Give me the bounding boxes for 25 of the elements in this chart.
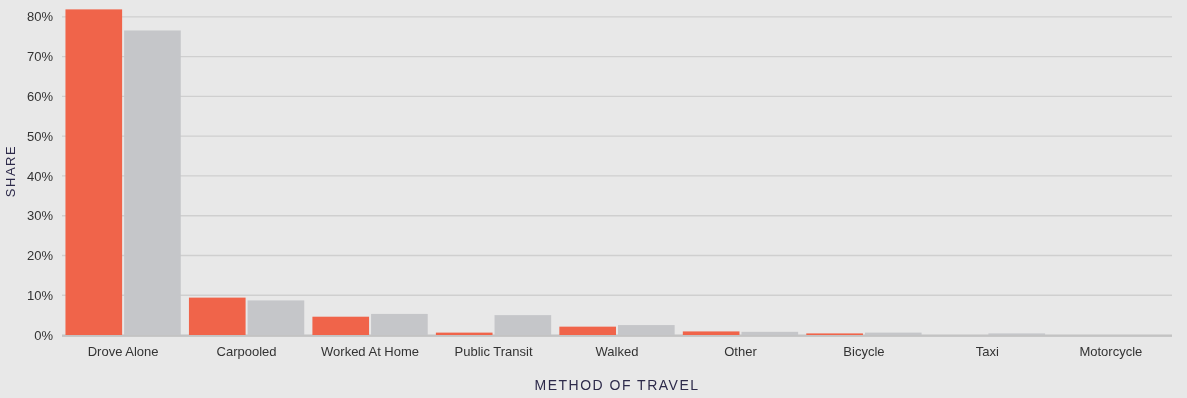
bar — [188, 297, 246, 335]
x-tick-label: Public Transit — [454, 344, 533, 359]
bar — [682, 331, 740, 335]
x-tick-label: Other — [724, 344, 758, 359]
y-tick-label: 70% — [26, 49, 54, 65]
bar — [65, 9, 123, 335]
x-tick-label: Bicycle — [843, 344, 885, 359]
y-tick-label: 40% — [26, 168, 54, 184]
x-tick-label: Drove Alone — [87, 344, 159, 359]
x-tick-label: Walked — [595, 344, 639, 359]
bar — [559, 326, 616, 335]
x-axis-title: METHOD OF TRAVEL — [534, 377, 700, 393]
x-tick-label: Taxi — [975, 344, 1000, 359]
y-tick-label: 60% — [26, 89, 54, 104]
y-axis-title: SHARE — [3, 144, 18, 198]
y-tick-label: 80% — [26, 9, 54, 25]
y-tick-label: 20% — [26, 248, 54, 264]
x-tick-label: Worked At Home — [321, 344, 420, 359]
y-tick-label: 0% — [34, 327, 54, 343]
y-tick-label: 30% — [26, 208, 54, 224]
x-tick-label: Motorcycle — [1079, 344, 1143, 359]
x-tick-label: Carpooled — [216, 344, 277, 359]
y-tick-label: 50% — [26, 128, 54, 144]
y-tick-label: 10% — [26, 287, 54, 303]
bar — [312, 316, 370, 335]
